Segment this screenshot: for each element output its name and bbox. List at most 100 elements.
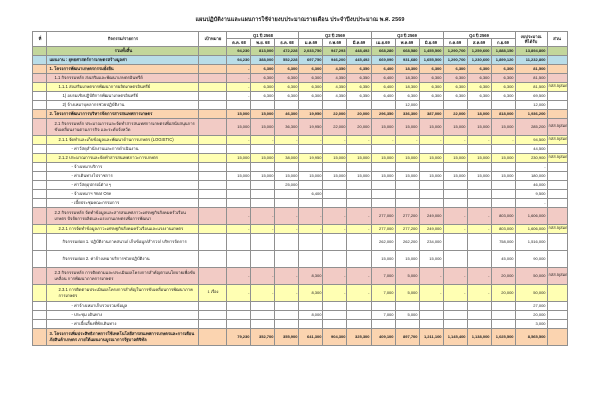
table-cell-name: 2.2 กิจกรรมหลัก จัดทำข้อมูลและสารสนเทศภา… bbox=[46, 206, 200, 225]
table-cell-num: 15,000 bbox=[226, 108, 252, 119]
table-cell-no bbox=[32, 54, 48, 65]
table-cell-num: 19,950 bbox=[298, 152, 324, 163]
table-cell-target bbox=[198, 170, 228, 181]
table-cell-budget: 81,500 bbox=[514, 63, 548, 74]
table-cell-num: 15,000 bbox=[418, 152, 444, 163]
table-cell-num: 6,300 bbox=[274, 81, 300, 92]
table-cell-note: กสส.5(สมด.) bbox=[546, 117, 568, 136]
table-cell-num bbox=[346, 318, 372, 329]
table-cell-num: 15,000 bbox=[442, 170, 468, 181]
table-cell-num bbox=[466, 197, 492, 208]
table-cell-target bbox=[198, 143, 228, 154]
table-cell-budget: 50,000 bbox=[514, 283, 548, 302]
table-cell-no bbox=[32, 197, 48, 208]
table-cell-num bbox=[346, 197, 372, 208]
col-header-dept: ส่วน bbox=[546, 31, 568, 47]
table-cell-num: 6,350 bbox=[346, 81, 372, 92]
table-cell-num: 15,000 bbox=[250, 117, 276, 136]
table-cell-num: 1,138,000 bbox=[466, 327, 492, 346]
table-cell-budget: 1,606,000 bbox=[514, 206, 548, 225]
table-cell-num: 19,950 bbox=[298, 108, 324, 119]
table-cell-num bbox=[298, 143, 324, 154]
table-cell-num bbox=[274, 249, 300, 268]
table-cell-num: - bbox=[322, 266, 348, 285]
table-cell-num bbox=[298, 179, 324, 190]
table-cell-no bbox=[32, 232, 48, 251]
table-cell-num bbox=[490, 143, 516, 154]
table-cell-num bbox=[466, 232, 492, 251]
table-cell-num: - bbox=[274, 223, 300, 234]
table-cell-num bbox=[250, 318, 276, 329]
table-cell-no bbox=[32, 90, 48, 101]
table-cell-no bbox=[32, 170, 48, 181]
col-header-month: มิ.ย.69 bbox=[418, 38, 444, 47]
table-cell-no bbox=[32, 223, 48, 234]
table-cell-num: 6,400 bbox=[370, 90, 396, 101]
table-cell-num bbox=[226, 143, 252, 154]
table-cell-num bbox=[226, 300, 252, 311]
table-cell-num: 6,350 bbox=[346, 90, 372, 101]
table-cell-no bbox=[32, 72, 48, 83]
table-cell-num: - bbox=[226, 134, 252, 145]
table-cell-num bbox=[490, 99, 516, 110]
table-cell-num: 387,000 bbox=[418, 108, 444, 119]
table-cell-num bbox=[322, 99, 348, 110]
table-cell-num bbox=[250, 197, 276, 208]
table-cell-num: - bbox=[274, 283, 300, 302]
table-cell-num bbox=[442, 197, 468, 208]
table-cell-num bbox=[370, 197, 396, 208]
table-cell-num bbox=[250, 188, 276, 199]
table-cell-target bbox=[198, 232, 228, 251]
table-cell-num bbox=[274, 309, 300, 320]
table-cell-num: 20,000 bbox=[346, 117, 372, 136]
table-cell-budget: 230,900 bbox=[514, 152, 548, 163]
table-cell-num: 79,230 bbox=[226, 327, 252, 346]
table-cell-num: 15,000 bbox=[250, 108, 276, 119]
table-cell-num: 15,000 bbox=[394, 249, 420, 268]
table-cell-num bbox=[370, 318, 396, 329]
table-cell-num: 18,300 bbox=[394, 72, 420, 83]
table-cell-num bbox=[274, 188, 300, 199]
table-cell-num: - bbox=[346, 223, 372, 234]
table-cell-budget: 13,894,800 bbox=[514, 45, 548, 56]
table-cell-num: 6,300 bbox=[442, 72, 468, 83]
table-cell-num: 15,000 bbox=[274, 170, 300, 181]
table-cell-num bbox=[466, 309, 492, 320]
table-cell-num: - bbox=[322, 283, 348, 302]
table-cell-num bbox=[466, 300, 492, 311]
table-cell-target bbox=[198, 223, 228, 234]
table-row: 2.3.1 การติดตามประเมินผลโครงการสำคัญในกา… bbox=[32, 283, 568, 302]
table-cell-num: - bbox=[346, 206, 372, 225]
table-cell-num bbox=[418, 179, 444, 190]
table-cell-budget: 1,516,000 bbox=[514, 232, 548, 251]
table-cell-num: - bbox=[226, 72, 252, 83]
table-cell-name: 2.1.2 ประมาณการและจัดทำสารสนเทศภาวะการเก… bbox=[46, 152, 200, 163]
table-cell-num: 352,700 bbox=[250, 327, 276, 346]
table-cell-num: 15,000 bbox=[394, 170, 420, 181]
table-cell-note bbox=[546, 108, 568, 119]
table-cell-num: 8,300 bbox=[298, 283, 324, 302]
table-cell-num: 262,000 bbox=[370, 232, 396, 251]
table-row: 2.2.1 การจัดทำข้อมูลภาวะเศรษฐกิจสังคมครั… bbox=[32, 223, 568, 234]
table-cell-num bbox=[322, 197, 348, 208]
table-cell-no bbox=[32, 117, 48, 136]
table-cell-num bbox=[226, 188, 252, 199]
table-cell-num bbox=[346, 143, 372, 154]
col-header-month: ธ.ค. 68 bbox=[274, 38, 300, 47]
table-row: - ค่าวัสดุสำนักงานและการดำเนินงาน 44,500 bbox=[32, 143, 568, 154]
table-cell-num bbox=[226, 161, 252, 172]
table-cell-num bbox=[346, 232, 372, 251]
table-cell-name: 3. โครงการเพิ่มประสิทธิภาพการใช้เทคโนโลย… bbox=[46, 327, 200, 346]
table-cell-num: - bbox=[226, 81, 252, 92]
table-cell-num: - bbox=[274, 134, 300, 145]
table-cell-target bbox=[198, 134, 228, 145]
table-cell-num: - bbox=[442, 134, 468, 145]
col-header-month: ม.ค.69 bbox=[298, 38, 324, 47]
table-cell-no bbox=[32, 188, 48, 199]
table-cell-note: กสส.5(สมด.) bbox=[546, 266, 568, 285]
table-cell-num: 4,350 bbox=[322, 72, 348, 83]
table-cell-note bbox=[546, 54, 568, 65]
table-cell-num: 7,000 bbox=[370, 266, 396, 285]
table-cell-budget: 27,000 bbox=[514, 300, 548, 311]
table-cell-num: 1,455,500 bbox=[418, 45, 444, 56]
